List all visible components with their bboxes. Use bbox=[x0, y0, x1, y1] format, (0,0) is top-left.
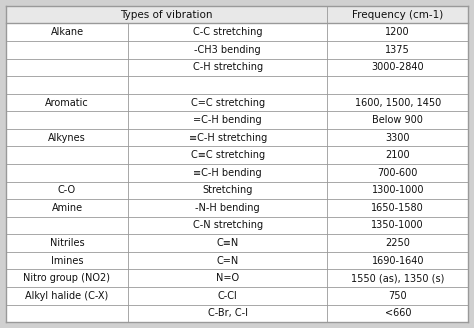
Text: Alkynes: Alkynes bbox=[48, 133, 86, 143]
Text: C≡N: C≡N bbox=[217, 238, 239, 248]
Text: 1600, 1500, 1450: 1600, 1500, 1450 bbox=[355, 97, 441, 108]
Text: C-C stretching: C-C stretching bbox=[193, 27, 263, 37]
Text: C-H stretching: C-H stretching bbox=[193, 62, 263, 72]
Text: Nitro group (NO2): Nitro group (NO2) bbox=[24, 273, 110, 283]
Text: 1690-1640: 1690-1640 bbox=[372, 256, 424, 266]
Text: 3000-2840: 3000-2840 bbox=[372, 62, 424, 72]
Text: N=O: N=O bbox=[216, 273, 239, 283]
Text: ≡C-H bending: ≡C-H bending bbox=[193, 168, 262, 178]
Text: 2250: 2250 bbox=[385, 238, 410, 248]
Text: Alkane: Alkane bbox=[50, 27, 83, 37]
Text: C-Br, C-I: C-Br, C-I bbox=[208, 308, 248, 318]
Text: 1550 (as), 1350 (s): 1550 (as), 1350 (s) bbox=[351, 273, 445, 283]
Text: -CH3 bending: -CH3 bending bbox=[194, 45, 261, 55]
Text: <660: <660 bbox=[384, 308, 411, 318]
Text: 1650-1580: 1650-1580 bbox=[372, 203, 424, 213]
Text: =C-H bending: =C-H bending bbox=[193, 115, 262, 125]
Text: ≡C-H stretching: ≡C-H stretching bbox=[189, 133, 267, 143]
Text: Imines: Imines bbox=[51, 256, 83, 266]
Text: Below 900: Below 900 bbox=[372, 115, 423, 125]
Text: Nitriles: Nitriles bbox=[50, 238, 84, 248]
Text: Stretching: Stretching bbox=[202, 185, 253, 195]
Text: 1300-1000: 1300-1000 bbox=[372, 185, 424, 195]
Bar bbox=[6, 6, 468, 24]
Text: 1350-1000: 1350-1000 bbox=[372, 220, 424, 231]
Text: 3300: 3300 bbox=[385, 133, 410, 143]
Text: 1375: 1375 bbox=[385, 45, 410, 55]
Text: 750: 750 bbox=[389, 291, 407, 301]
Text: -N-H bending: -N-H bending bbox=[195, 203, 260, 213]
Text: C-Cl: C-Cl bbox=[218, 291, 237, 301]
Text: Aromatic: Aromatic bbox=[45, 97, 89, 108]
Text: Amine: Amine bbox=[51, 203, 82, 213]
Text: C-N stretching: C-N stretching bbox=[193, 220, 263, 231]
Text: C=C stretching: C=C stretching bbox=[191, 97, 265, 108]
Text: 2100: 2100 bbox=[385, 150, 410, 160]
Text: 700-600: 700-600 bbox=[378, 168, 418, 178]
Text: Types of vibration: Types of vibration bbox=[120, 10, 213, 20]
Text: 1200: 1200 bbox=[385, 27, 410, 37]
Text: C-O: C-O bbox=[58, 185, 76, 195]
Text: C=N: C=N bbox=[217, 256, 239, 266]
Text: Frequency (cm-1): Frequency (cm-1) bbox=[352, 10, 443, 20]
Text: Alkyl halide (C-X): Alkyl halide (C-X) bbox=[26, 291, 109, 301]
Text: C≡C stretching: C≡C stretching bbox=[191, 150, 265, 160]
